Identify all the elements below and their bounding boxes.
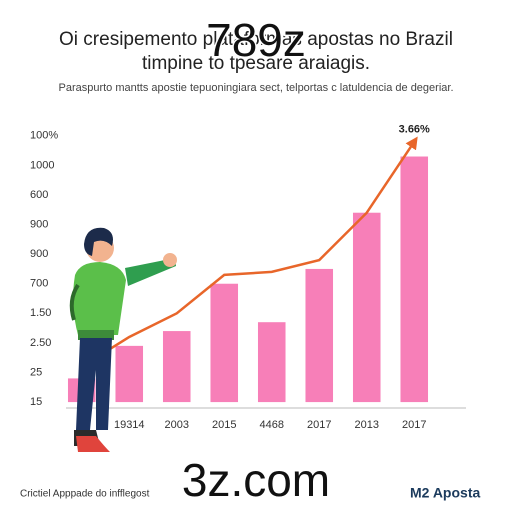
x-tick-label: 19314 xyxy=(114,419,145,431)
y-tick-label: 600 xyxy=(30,189,48,201)
y-tick-label: 1.50 xyxy=(30,307,51,319)
person-illustration xyxy=(69,227,177,452)
y-tick-label: 700 xyxy=(30,278,48,290)
x-tick-label: 2017 xyxy=(402,419,426,431)
brand: M2 Aposta xyxy=(410,485,480,501)
bar xyxy=(305,268,334,403)
bar xyxy=(115,345,144,403)
subtitle: Paraspurto mantts apostie tepuoningiara … xyxy=(58,82,453,94)
x-tick-label: 2013 xyxy=(355,419,379,431)
x-tick-label: 4468 xyxy=(260,419,284,431)
x-tick-label: 2017 xyxy=(307,419,331,431)
y-tick-label: 1000 xyxy=(30,159,54,171)
x-tick-label: 2003 xyxy=(165,419,189,431)
footer: Crictiel Apppade do infflegost xyxy=(20,489,150,500)
annotation: 3.66% xyxy=(399,124,430,136)
trend-line xyxy=(81,136,418,368)
y-tick-label: 900 xyxy=(30,218,48,230)
chart-title-line2: timpine to tpesare araiagis. xyxy=(142,53,370,74)
y-tick-label: 100% xyxy=(30,130,58,142)
chart-title: Oi cresipemento plataformas apostas no B… xyxy=(59,29,453,50)
bar xyxy=(162,331,191,403)
watermark: 3z.com xyxy=(182,454,330,506)
bar xyxy=(257,322,286,403)
bar xyxy=(400,156,429,403)
y-tick-label: 900 xyxy=(30,248,48,260)
bar xyxy=(210,283,239,403)
y-tick-label: 2.50 xyxy=(30,337,51,349)
bar xyxy=(352,212,381,403)
y-tick-label: 25 xyxy=(30,366,42,378)
x-tick-label: 2015 xyxy=(212,419,236,431)
y-tick-label: 15 xyxy=(30,396,42,408)
watermark: 789z xyxy=(206,14,306,66)
